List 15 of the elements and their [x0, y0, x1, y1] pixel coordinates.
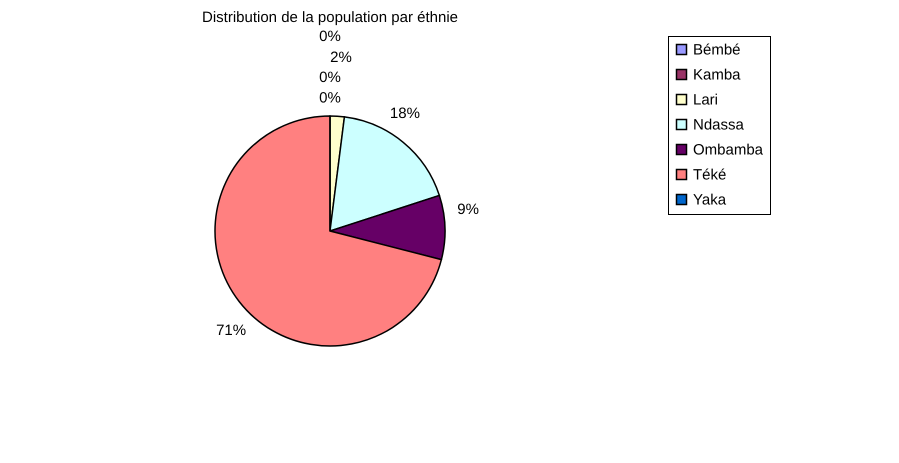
- data-label: 9%: [457, 201, 479, 218]
- legend-label: Ndassa: [693, 116, 745, 134]
- legend-label: Téké: [693, 166, 726, 184]
- data-label: 2%: [330, 48, 352, 66]
- data-label: 71%: [216, 322, 246, 339]
- text: 0%: [319, 68, 341, 86]
- legend-label: Ombamba: [693, 142, 764, 158]
- legend-label: Lari: [693, 92, 718, 108]
- text: 0%: [319, 89, 341, 106]
- legend-label: Kamba: [693, 66, 742, 84]
- data-label: 18%: [390, 104, 420, 122]
- legend-label: Yaka: [693, 192, 727, 208]
- legend-label: Bémbé: [693, 42, 741, 58]
- chart-title: Distribution de la population par éthnie: [202, 9, 458, 26]
- text: 0%: [319, 28, 341, 45]
